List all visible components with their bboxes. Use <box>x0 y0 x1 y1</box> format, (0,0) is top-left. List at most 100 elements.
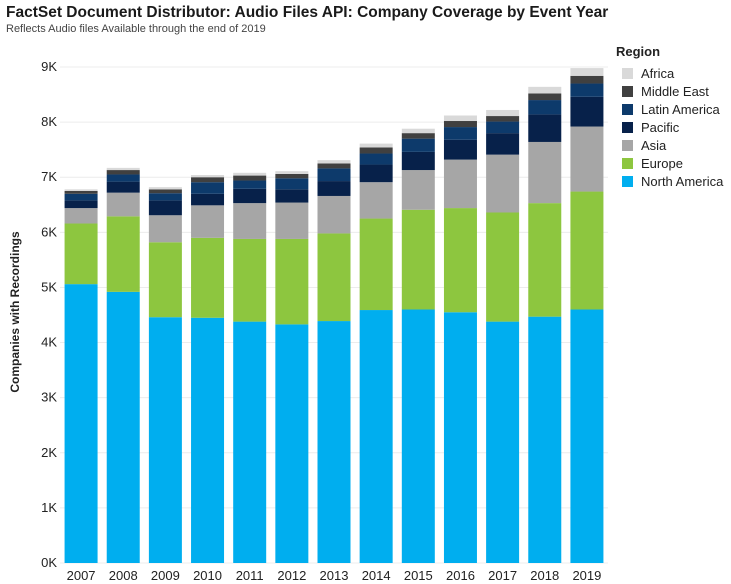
bar-segment-pacific[interactable] <box>148 200 182 216</box>
bar-stack-2009[interactable] <box>148 187 182 563</box>
bar-segment-latin-america[interactable] <box>275 178 309 190</box>
bar-stack-2012[interactable] <box>275 171 309 563</box>
bar-segment-africa[interactable] <box>106 167 140 171</box>
bar-segment-asia[interactable] <box>148 215 182 243</box>
bar-segment-africa[interactable] <box>401 128 435 134</box>
bar-segment-africa[interactable] <box>275 171 309 174</box>
bar-segment-middle-east[interactable] <box>233 175 267 181</box>
bar-segment-middle-east[interactable] <box>106 170 140 175</box>
bar-segment-middle-east[interactable] <box>528 93 562 101</box>
bar-segment-north-america[interactable] <box>233 321 267 563</box>
bar-segment-latin-america[interactable] <box>233 180 267 189</box>
bar-stack-2018[interactable] <box>528 86 562 563</box>
bar-segment-asia[interactable] <box>317 195 351 234</box>
bar-segment-middle-east[interactable] <box>317 163 351 169</box>
bar-segment-asia[interactable] <box>570 126 604 192</box>
bar-segment-middle-east[interactable] <box>275 173 309 179</box>
bar-segment-middle-east[interactable] <box>191 177 225 183</box>
bar-segment-middle-east[interactable] <box>570 75 604 84</box>
bar-segment-europe[interactable] <box>64 223 98 285</box>
bar-segment-latin-america[interactable] <box>443 127 477 140</box>
bar-segment-north-america[interactable] <box>443 312 477 563</box>
bar-stack-2013[interactable] <box>317 160 351 563</box>
bar-segment-asia[interactable] <box>233 203 267 239</box>
bar-segment-north-america[interactable] <box>317 321 351 563</box>
bar-segment-latin-america[interactable] <box>359 153 393 165</box>
bar-segment-latin-america[interactable] <box>64 193 98 201</box>
bar-segment-asia[interactable] <box>359 182 393 219</box>
bar-segment-north-america[interactable] <box>486 321 520 563</box>
bar-segment-europe[interactable] <box>275 238 309 325</box>
bar-segment-europe[interactable] <box>401 209 435 310</box>
legend-item-europe[interactable]: Europe <box>612 154 723 172</box>
bar-segment-north-america[interactable] <box>148 317 182 563</box>
bar-segment-asia[interactable] <box>401 170 435 210</box>
bar-segment-africa[interactable] <box>191 175 225 178</box>
bar-segment-pacific[interactable] <box>443 139 477 160</box>
bar-segment-pacific[interactable] <box>191 193 225 206</box>
bar-segment-europe[interactable] <box>486 212 520 322</box>
bar-segment-asia[interactable] <box>106 192 140 217</box>
bar-segment-pacific[interactable] <box>64 200 98 209</box>
bar-segment-north-america[interactable] <box>528 316 562 563</box>
bar-segment-africa[interactable] <box>443 115 477 122</box>
bar-segment-europe[interactable] <box>528 203 562 317</box>
legend-item-middle-east[interactable]: Middle East <box>612 82 723 100</box>
bar-segment-pacific[interactable] <box>106 181 140 193</box>
bar-stack-2014[interactable] <box>359 143 393 563</box>
bar-segment-latin-america[interactable] <box>570 83 604 97</box>
bar-segment-africa[interactable] <box>486 109 520 117</box>
bar-segment-latin-america[interactable] <box>106 174 140 182</box>
legend-item-africa[interactable]: Africa <box>612 64 723 82</box>
bar-segment-pacific[interactable] <box>317 181 351 196</box>
bar-segment-pacific[interactable] <box>486 133 520 155</box>
bar-stack-2017[interactable] <box>486 109 520 563</box>
legend-item-asia[interactable]: Asia <box>612 136 723 154</box>
bar-segment-asia[interactable] <box>275 202 309 239</box>
bar-segment-asia[interactable] <box>528 141 562 204</box>
bar-segment-latin-america[interactable] <box>401 138 435 152</box>
bar-stack-2010[interactable] <box>191 175 225 563</box>
bar-segment-middle-east[interactable] <box>401 133 435 139</box>
bar-segment-north-america[interactable] <box>359 310 393 563</box>
bar-segment-middle-east[interactable] <box>64 191 98 194</box>
bar-segment-latin-america[interactable] <box>148 193 182 201</box>
bar-segment-pacific[interactable] <box>275 189 309 203</box>
legend-item-latin-america[interactable]: Latin America <box>612 100 723 118</box>
bar-stack-2019[interactable] <box>570 68 604 563</box>
bar-segment-north-america[interactable] <box>64 284 98 563</box>
bar-stack-2011[interactable] <box>233 172 267 563</box>
bar-segment-africa[interactable] <box>64 189 98 191</box>
bar-segment-europe[interactable] <box>443 208 477 313</box>
bar-segment-middle-east[interactable] <box>486 116 520 122</box>
bar-segment-pacific[interactable] <box>359 164 393 183</box>
legend-item-pacific[interactable]: Pacific <box>612 118 723 136</box>
bar-segment-middle-east[interactable] <box>359 147 393 154</box>
bar-segment-north-america[interactable] <box>401 309 435 563</box>
bar-segment-latin-america[interactable] <box>528 100 562 115</box>
bar-segment-europe[interactable] <box>317 233 351 322</box>
bar-segment-north-america[interactable] <box>570 309 604 563</box>
bar-segment-latin-america[interactable] <box>191 182 225 194</box>
bar-stack-2016[interactable] <box>443 115 477 563</box>
bar-segment-africa[interactable] <box>148 187 182 190</box>
bar-stack-2007[interactable] <box>64 189 98 563</box>
bar-segment-pacific[interactable] <box>570 96 604 127</box>
bar-segment-europe[interactable] <box>359 218 393 311</box>
bar-segment-asia[interactable] <box>191 205 225 238</box>
bar-segment-latin-america[interactable] <box>317 168 351 182</box>
bar-segment-middle-east[interactable] <box>148 189 182 194</box>
bar-segment-africa[interactable] <box>528 86 562 94</box>
bar-segment-europe[interactable] <box>106 216 140 292</box>
bar-segment-north-america[interactable] <box>275 324 309 563</box>
bar-segment-asia[interactable] <box>443 159 477 209</box>
bar-segment-africa[interactable] <box>317 160 351 164</box>
bar-segment-pacific[interactable] <box>528 114 562 142</box>
bar-segment-africa[interactable] <box>233 172 267 176</box>
bar-segment-north-america[interactable] <box>191 317 225 563</box>
bar-stack-2015[interactable] <box>401 128 435 563</box>
bar-segment-africa[interactable] <box>359 143 393 148</box>
bar-stack-2008[interactable] <box>106 167 140 563</box>
bar-segment-asia[interactable] <box>64 208 98 224</box>
bar-segment-asia[interactable] <box>486 154 520 213</box>
